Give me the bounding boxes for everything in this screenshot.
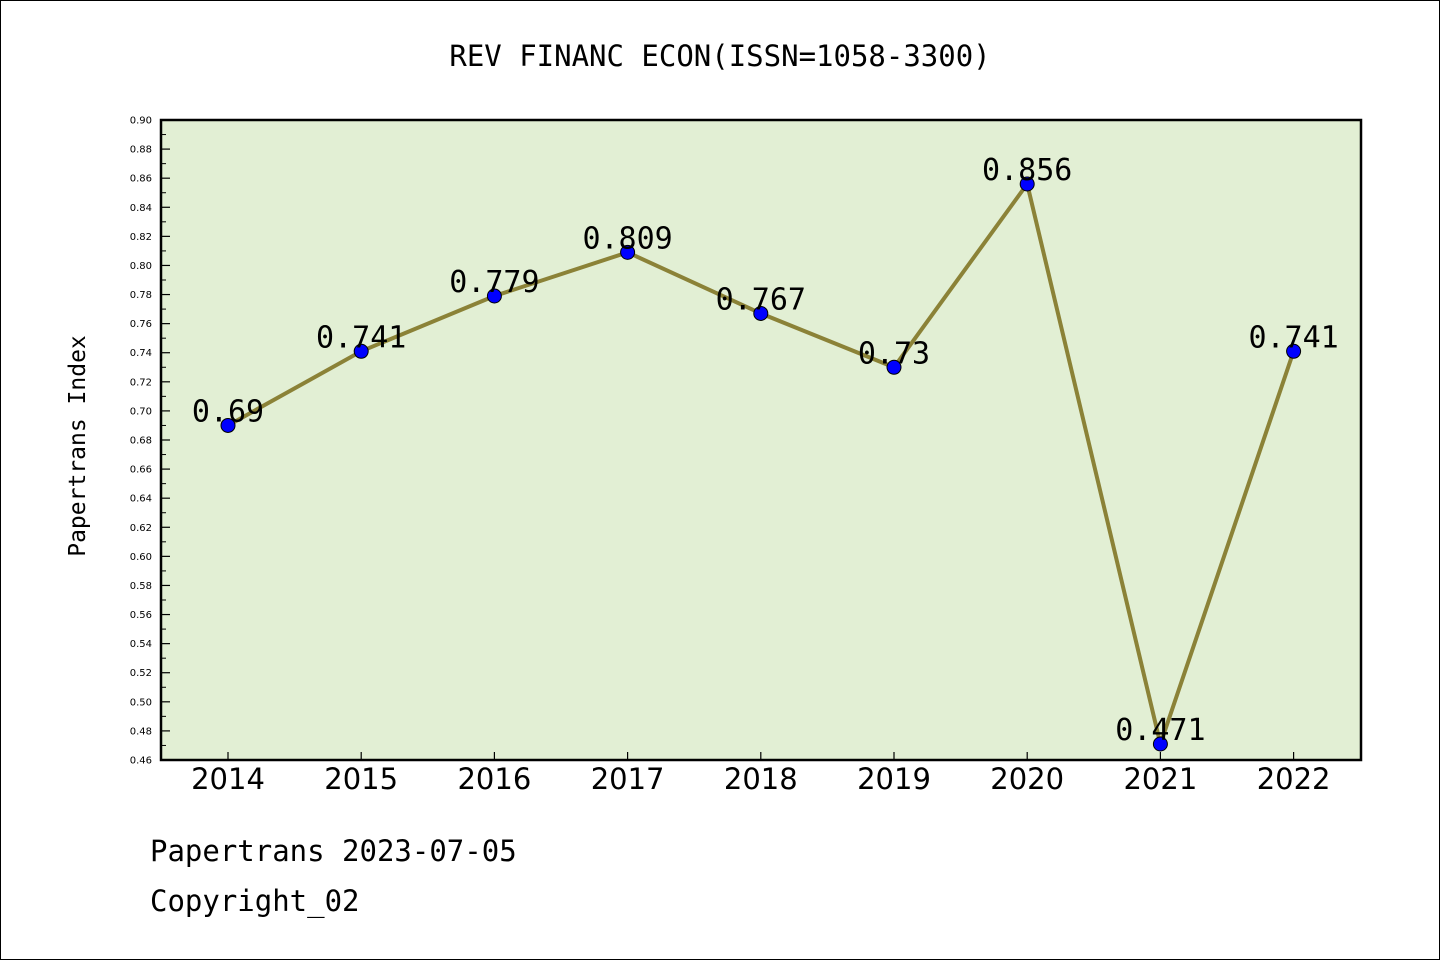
data-label: 0.471	[1115, 713, 1205, 748]
y-tick-label: 0.82	[130, 232, 152, 243]
data-point	[353, 343, 369, 359]
data-point	[220, 417, 236, 433]
data-label: 0.809	[582, 221, 672, 256]
y-tick-label: 0.64	[130, 494, 152, 505]
y-tick-label: 0.50	[130, 697, 152, 708]
data-label: 0.73	[858, 336, 930, 371]
plot-area	[161, 120, 1361, 760]
x-tick-label: 2016	[457, 762, 531, 796]
footer-copyright: Copyright_02	[150, 884, 360, 918]
data-point	[753, 305, 769, 321]
data-label: 0.767	[716, 282, 806, 317]
data-label: 0.856	[982, 153, 1072, 188]
data-label: 0.779	[449, 265, 539, 300]
y-tick-label: 0.80	[130, 261, 152, 272]
y-tick-label: 0.84	[130, 203, 152, 214]
chart-title: REV FINANC ECON(ISSN=1058-3300)	[449, 39, 990, 73]
data-labels: 0.69 0.741 0.779 0.809 0.767 0.73 0.856 0.471 0.…	[192, 153, 1339, 748]
y-tick-label: 0.70	[130, 406, 152, 417]
data-point	[486, 288, 502, 304]
y-tick-label: 0.90	[130, 116, 152, 127]
footer-date: Papertrans 2023-07-05	[150, 834, 517, 868]
data-markers	[220, 176, 1302, 752]
x-tick-label: 2018	[724, 762, 798, 796]
data-point	[886, 359, 902, 375]
data-label: 0.741	[1248, 320, 1338, 355]
data-point	[1286, 343, 1302, 359]
x-tick-label: 2020	[990, 762, 1064, 796]
data-point	[620, 244, 636, 260]
y-tick-label: 0.66	[130, 465, 152, 476]
data-label: 0.741	[316, 320, 406, 355]
plot-border	[159, 118, 1363, 762]
data-point	[1019, 176, 1035, 192]
y-tick-label: 0.46	[130, 756, 152, 767]
y-tick-label: 0.78	[130, 290, 152, 301]
y-tick-label: 0.74	[130, 348, 152, 359]
y-tick-label: 0.62	[130, 523, 152, 534]
data-label: 0.69	[192, 394, 264, 429]
y-tick-label: 0.60	[130, 552, 152, 563]
x-axis: 2014 2015 2016 2017 2018 2019 2020 2021 2022	[191, 752, 1331, 796]
y-tick-label: 0.58	[130, 581, 152, 592]
y-axis: 0.46 0.48 0.50 0.52 0.54 0.56 0.58 0.60 0.62 0.64…	[130, 116, 170, 767]
y-tick-label: 0.48	[130, 726, 152, 737]
y-tick-label: 0.72	[130, 377, 152, 388]
y-tick-label: 0.54	[130, 639, 152, 650]
y-tick-label: 0.88	[130, 145, 152, 156]
x-tick-label: 2019	[857, 762, 931, 796]
x-tick-label: 2017	[591, 762, 665, 796]
y-tick-label: 0.76	[130, 319, 152, 330]
data-point	[1152, 736, 1168, 752]
y-tick-label: 0.86	[130, 174, 152, 185]
x-tick-label: 2014	[191, 762, 265, 796]
y-axis-label: Papertrans Index	[65, 335, 91, 557]
y-tick-label: 0.68	[130, 436, 152, 447]
y-tick-label: 0.52	[130, 668, 152, 679]
x-tick-label: 2021	[1123, 762, 1197, 796]
x-tick-label: 2022	[1257, 762, 1331, 796]
y-tick-label: 0.56	[130, 610, 152, 621]
x-tick-label: 2015	[324, 762, 398, 796]
